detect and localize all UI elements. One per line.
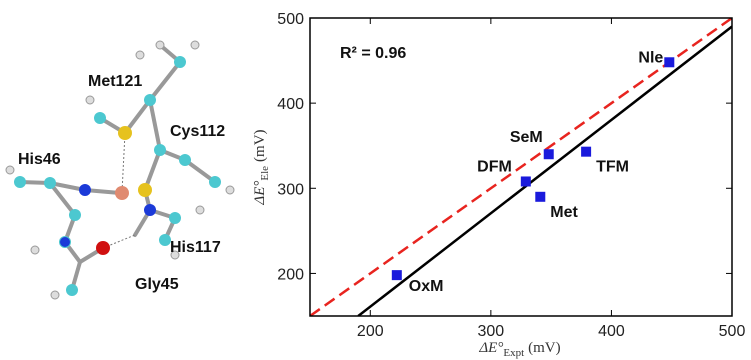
point (664, 57, 674, 67)
point (392, 270, 402, 280)
point-label: Met (550, 204, 578, 221)
point (535, 192, 545, 202)
residue-label: His46 (18, 151, 61, 168)
point-label: SeM (510, 129, 543, 146)
x-tick-label: 500 (719, 323, 746, 340)
molecule: Met121 Cys112 His46 His117 Gly45 (6, 41, 234, 299)
point-label: Nle (638, 49, 663, 66)
page: {"molecule": {"labels": ["Met121", "Cys1… (0, 0, 751, 360)
y-tick-label: 200 (277, 266, 304, 283)
x-tick-label: 200 (357, 323, 384, 340)
residue-label: Met121 (88, 73, 142, 90)
point-label: DFM (477, 158, 512, 175)
annotation: R² = 0.96 (340, 45, 406, 62)
figure: Met121 Cys112 His46 His117 Gly45 R² = 0.… (0, 0, 751, 360)
y-axis-label: ΔE°Ele (mV) (252, 129, 271, 205)
reference-line (358, 27, 732, 316)
y-tick-label: 400 (277, 96, 304, 113)
point-label: OxM (409, 278, 444, 295)
point (521, 176, 531, 186)
y-label-symbol: ΔE° (252, 181, 268, 206)
residue-label: Gly45 (135, 276, 179, 293)
y-tick-label: 300 (277, 181, 304, 198)
x-label-unit: (mV) (528, 340, 561, 356)
x-label-sub: Expt (503, 347, 524, 359)
point (581, 147, 591, 157)
point (544, 149, 554, 159)
residue-label: His117 (170, 239, 221, 256)
y-label-sub: Ele (259, 166, 271, 181)
x-tick-label: 300 (478, 323, 505, 340)
x-tick-label: 400 (598, 323, 625, 340)
residue-label: Cys112 (170, 123, 225, 140)
x-axis-label: ΔE°Expt (mV) (478, 340, 560, 359)
y-tick-label: 500 (277, 11, 304, 28)
y-label-unit: (mV) (252, 129, 268, 162)
point-label: TFM (596, 159, 629, 176)
x-label-symbol: ΔE° (478, 340, 503, 356)
